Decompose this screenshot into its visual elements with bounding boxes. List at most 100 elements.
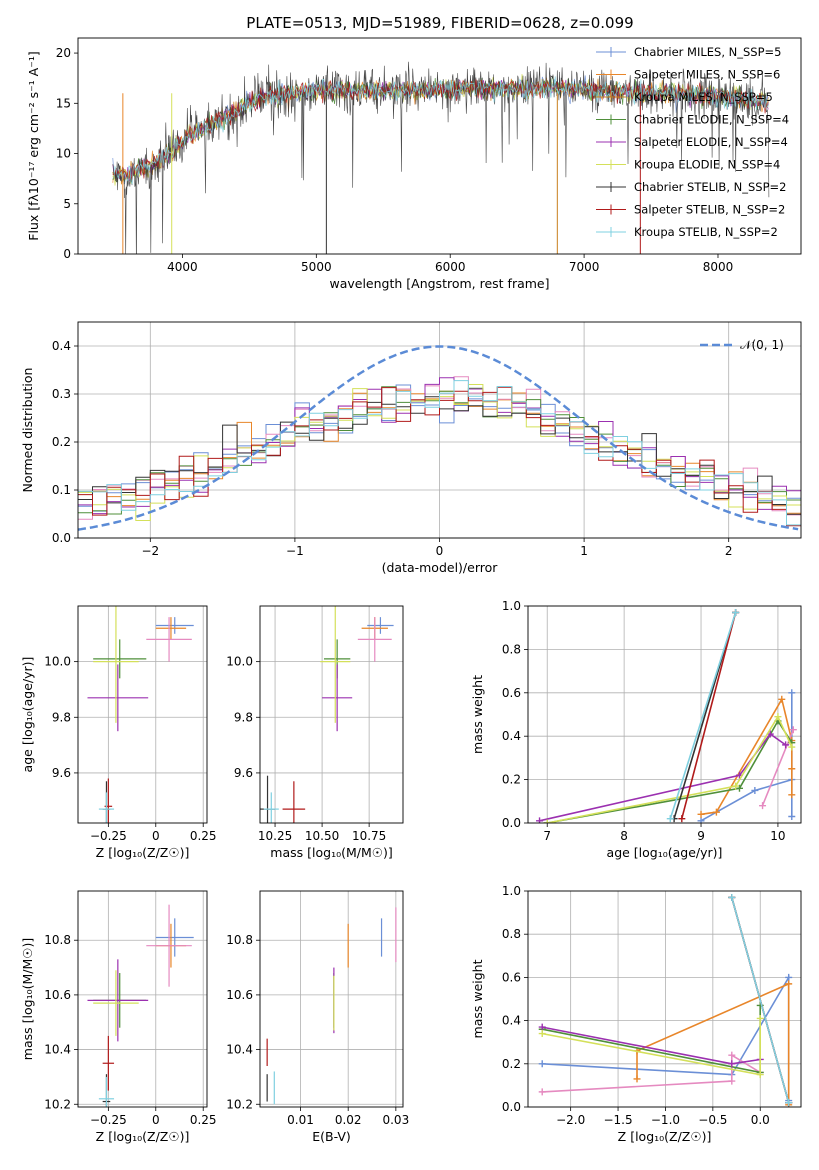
y-tick-label: 0.2	[502, 1057, 521, 1071]
weight-series-marker	[728, 893, 736, 901]
y-tick-label: 1.0	[502, 884, 521, 898]
axes-frame	[527, 605, 802, 824]
weight-series-marker	[678, 815, 686, 823]
y-tick-label: 9.8	[52, 710, 71, 724]
weight-series-marker	[789, 726, 797, 734]
x-tick-label: 2	[725, 544, 733, 558]
legend-label: 𝒩(0, 1)	[740, 338, 784, 352]
weight-series-marker	[788, 765, 796, 773]
weight-series-marker	[756, 1071, 764, 1079]
y-tick-label: 10.6	[226, 988, 253, 1002]
x-tick-label: −0.25	[90, 1113, 127, 1127]
x-tick-label: −0.25	[90, 829, 127, 843]
x-axis-label: mass [log₁₀(M/M☉)]	[270, 845, 392, 860]
weight-series-marker	[788, 791, 796, 799]
errorbar-point	[93, 970, 139, 1036]
errorbar-point	[155, 918, 194, 957]
x-axis-label: age [log₁₀(age/yr)]	[607, 845, 723, 860]
weight-series-line	[731, 897, 790, 1103]
y-tick-label: 10	[56, 147, 71, 161]
y-axis-label: Flux [fλ10⁻¹⁷ erg cm⁻² s⁻¹ A⁻¹]	[26, 51, 41, 240]
residual-histogram	[78, 380, 801, 526]
weight-series-marker	[732, 609, 740, 617]
y-axis-label: mass [log₁₀(M/M☉)]	[20, 938, 35, 1060]
y-tick-label: 10.4	[44, 1043, 71, 1057]
y-tick-label: 0.4	[502, 729, 521, 743]
x-tick-label: 10.75	[352, 829, 386, 843]
y-tick-label: 10.8	[44, 933, 71, 947]
x-tick-label: 5000	[301, 260, 332, 274]
x-axis-label: E(B-V)	[312, 1129, 351, 1144]
x-tick-label: 0.03	[382, 1113, 409, 1127]
legend-label: Kroupa MILES, N_SSP=5	[634, 90, 773, 104]
errorbar-point	[282, 781, 306, 823]
chart-title: PLATE=0513, MJD=51989, FIBERID=0628, z=0…	[246, 14, 633, 32]
y-tick-label: 20	[56, 46, 71, 60]
y-tick-label: 10.2	[226, 1097, 253, 1111]
y-tick-label: 5	[63, 197, 71, 211]
weight-series-line	[669, 612, 737, 819]
errorbar-point	[155, 617, 194, 634]
legend-label: Chabrier MILES, N_SSP=5	[634, 45, 781, 59]
y-tick-label: 0.8	[502, 642, 521, 656]
weight-series-marker	[735, 784, 743, 792]
x-tick-label: 0.02	[335, 1113, 362, 1127]
x-tick-label: −1.5	[603, 1113, 632, 1127]
axes-frame	[77, 321, 802, 539]
y-tick-label: 0.8	[502, 927, 521, 941]
weight-series-marker	[751, 786, 759, 794]
weight-series-line	[542, 1053, 761, 1093]
errorbar-point	[367, 617, 394, 634]
legend-label: Salpeter STELIB, N_SSP=2	[634, 203, 785, 217]
weight-series-marker	[732, 782, 740, 790]
plot-area-age_vs_mass	[260, 606, 394, 823]
normal-curve	[78, 345, 799, 531]
x-tick-label: 0.25	[190, 829, 217, 843]
x-tick-label: 10.50	[305, 829, 339, 843]
errorbar-point	[93, 606, 139, 723]
weight-series-marker	[788, 812, 796, 820]
weight-series-marker	[728, 1051, 736, 1059]
errorbar-point	[98, 792, 115, 823]
x-tick-label: 1	[580, 544, 588, 558]
weight-series-line	[761, 729, 795, 806]
x-axis-label: wavelength [Angstrom, rest frame]	[329, 276, 549, 291]
y-tick-label: 10.0	[44, 655, 71, 669]
weight-series-marker	[538, 1023, 546, 1031]
weight-series-marker	[785, 1099, 793, 1107]
x-tick-label: 0	[436, 544, 444, 558]
weight-series-marker	[756, 1001, 764, 1009]
axes-frame	[77, 605, 208, 824]
weight-series-marker	[728, 1060, 736, 1068]
y-tick-label: 0.4	[52, 339, 71, 353]
y-tick-label: 9.6	[52, 766, 71, 780]
weight-series-marker	[774, 713, 782, 721]
x-tick-label: 6000	[435, 260, 466, 274]
weight-series-marker	[712, 808, 720, 816]
y-tick-label: 0.2	[502, 773, 521, 787]
weight-series-marker	[697, 817, 705, 823]
y-tick-label: 0	[63, 247, 71, 261]
legend-label: Kroupa ELODIE, N_SSP=4	[634, 158, 780, 172]
y-tick-label: 10.8	[226, 933, 253, 947]
y-axis-label: age [log₁₀(age/yr)]	[20, 657, 35, 773]
weight-series-marker	[782, 741, 790, 749]
plot-area-age_vs_Z	[87, 606, 194, 823]
plot-area-residuals	[78, 345, 801, 531]
axes-frame	[527, 890, 802, 1108]
weight-series-marker	[788, 743, 796, 751]
weight-series-marker	[728, 1077, 736, 1085]
weight-series-marker	[785, 980, 793, 988]
y-tick-label: 0.2	[52, 435, 71, 449]
weight-series-marker	[543, 819, 551, 823]
y-axis-label: Normed distribution	[20, 368, 35, 493]
x-tick-label: 0	[152, 1113, 160, 1127]
errorbar-point	[93, 639, 147, 679]
x-tick-label: −0.5	[698, 1113, 727, 1127]
x-tick-label: 0	[152, 829, 160, 843]
spectrum-series-line	[112, 76, 769, 186]
weight-series-marker	[666, 815, 674, 823]
x-tick-label: 8	[620, 829, 628, 843]
x-tick-label: −1	[286, 544, 304, 558]
y-axis-label: mass weight	[470, 959, 485, 1038]
